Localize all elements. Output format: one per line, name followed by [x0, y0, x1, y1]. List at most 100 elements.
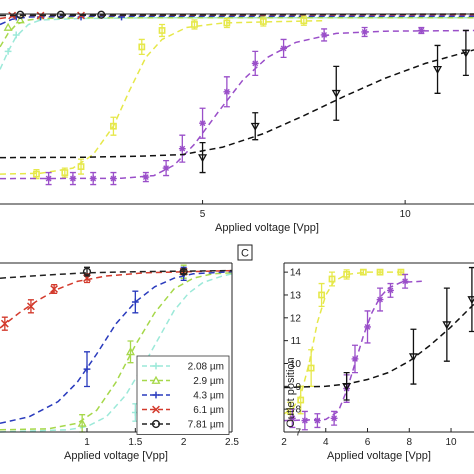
- error-bar: [410, 328, 417, 385]
- data-point: [331, 89, 341, 99]
- data-point: [417, 27, 425, 34]
- data-point: [158, 27, 166, 34]
- data-point: [131, 298, 139, 306]
- fit-curve: [284, 280, 422, 422]
- data-point: [376, 268, 384, 276]
- data-point: [179, 267, 188, 276]
- legend-marker: [152, 405, 160, 414]
- legend-entry: 2.9 µm: [142, 375, 224, 387]
- legend-marker: [151, 375, 161, 384]
- panel-label-box: [237, 244, 253, 261]
- y-tick-label: 8: [295, 405, 301, 416]
- error-bar: [318, 282, 325, 308]
- x-axis-label: Applied voltage [Vpp]: [64, 450, 168, 462]
- x-axis-label: Applied voltage [Vpp]: [215, 222, 319, 234]
- data-point: [401, 277, 409, 285]
- data-point: [343, 271, 351, 278]
- error-bar: [329, 271, 336, 287]
- y-tick-label: 7: [295, 428, 301, 439]
- error-bar: [462, 29, 469, 76]
- series-1: [284, 273, 422, 431]
- data-point: [376, 296, 384, 303]
- data-point: [467, 296, 474, 305]
- data-point: [387, 287, 394, 294]
- series-0: [284, 268, 406, 422]
- data-point: [223, 88, 231, 96]
- panel-bottom-right: 2 4 6 8 10 7 8 9 10 11 12 13 14 Applied voltage [Vpp]…: [237, 244, 474, 462]
- legend-label: 6.1 µm: [193, 405, 224, 416]
- data-point: [56, 10, 65, 19]
- data-point: [4, 48, 12, 55]
- data-point: [110, 122, 117, 130]
- x-tick-label: 6: [365, 437, 371, 448]
- error-bar: [159, 23, 166, 38]
- error-bar: [127, 340, 134, 364]
- error-bar: [343, 371, 350, 401]
- legend-label: 4.3 µm: [193, 391, 224, 402]
- series-5: [0, 15, 325, 180]
- data-point: [328, 275, 336, 283]
- fit-curve: [284, 303, 474, 389]
- data-point: [408, 353, 418, 362]
- legend-entry: 6.1 µm: [142, 405, 224, 416]
- x-tick-label: 1.5: [128, 437, 142, 448]
- series-4: [0, 266, 232, 279]
- legend-marker: [152, 362, 160, 370]
- y-tick-label: 9: [295, 382, 301, 393]
- fit-curve: [0, 15, 474, 26]
- fit-curve: [0, 16, 474, 70]
- error-bar: [297, 385, 304, 415]
- data-point: [178, 145, 186, 153]
- legend-box: [136, 355, 230, 435]
- data-point: [3, 22, 13, 31]
- data-point: [16, 10, 25, 19]
- data-point: [364, 323, 371, 331]
- data-point: [191, 21, 198, 28]
- y-axis-label: Outlet position: [285, 357, 297, 427]
- panel-bottom-left: 1 1.5 2 2.5 Applied voltage [Vpp] 2.08 µm 2.9 …: [0, 262, 239, 462]
- legend-marker: [152, 391, 160, 399]
- x-tick-label: 2.5: [225, 437, 239, 448]
- data-point: [297, 396, 305, 404]
- data-point: [15, 15, 25, 24]
- y-tick-label: 14: [290, 268, 302, 279]
- data-point: [125, 347, 136, 356]
- panel-label: C: [241, 248, 249, 260]
- data-point: [97, 10, 106, 19]
- data-point: [45, 175, 53, 182]
- x-tick-label: 10: [445, 437, 457, 448]
- data-point: [61, 169, 69, 176]
- data-point: [314, 417, 321, 424]
- data-point: [318, 291, 325, 299]
- data-point: [33, 170, 40, 178]
- x-axis-label: Applied voltage [Vpp]: [327, 450, 431, 462]
- data-point: [320, 31, 328, 39]
- data-point: [259, 18, 267, 25]
- data-point: [361, 28, 369, 36]
- data-point: [223, 19, 231, 27]
- data-point: [442, 321, 452, 330]
- error-bar: [252, 112, 259, 141]
- data-point: [307, 364, 315, 372]
- data-point: [0, 319, 9, 328]
- series-0: [0, 16, 474, 70]
- data-point: [359, 268, 367, 276]
- data-point: [300, 17, 308, 25]
- error-bar: [78, 158, 85, 175]
- fit-curve: [284, 271, 406, 415]
- fit-curve: [0, 270, 232, 425]
- fit-curve: [0, 29, 474, 180]
- data-point: [199, 119, 206, 127]
- legend-entry: 7.81 µm: [142, 420, 224, 431]
- y-tick-label: 12: [290, 313, 302, 324]
- y-tick-label: 13: [290, 290, 302, 301]
- data-point: [433, 65, 443, 75]
- x-tick-label: 1: [84, 437, 90, 448]
- x-tick-label: 10: [400, 209, 412, 220]
- series-1: [0, 15, 474, 48]
- error-bar: [138, 38, 145, 56]
- series-7: [0, 29, 474, 174]
- data-point: [110, 175, 117, 182]
- y-tick-label: 11: [291, 336, 302, 347]
